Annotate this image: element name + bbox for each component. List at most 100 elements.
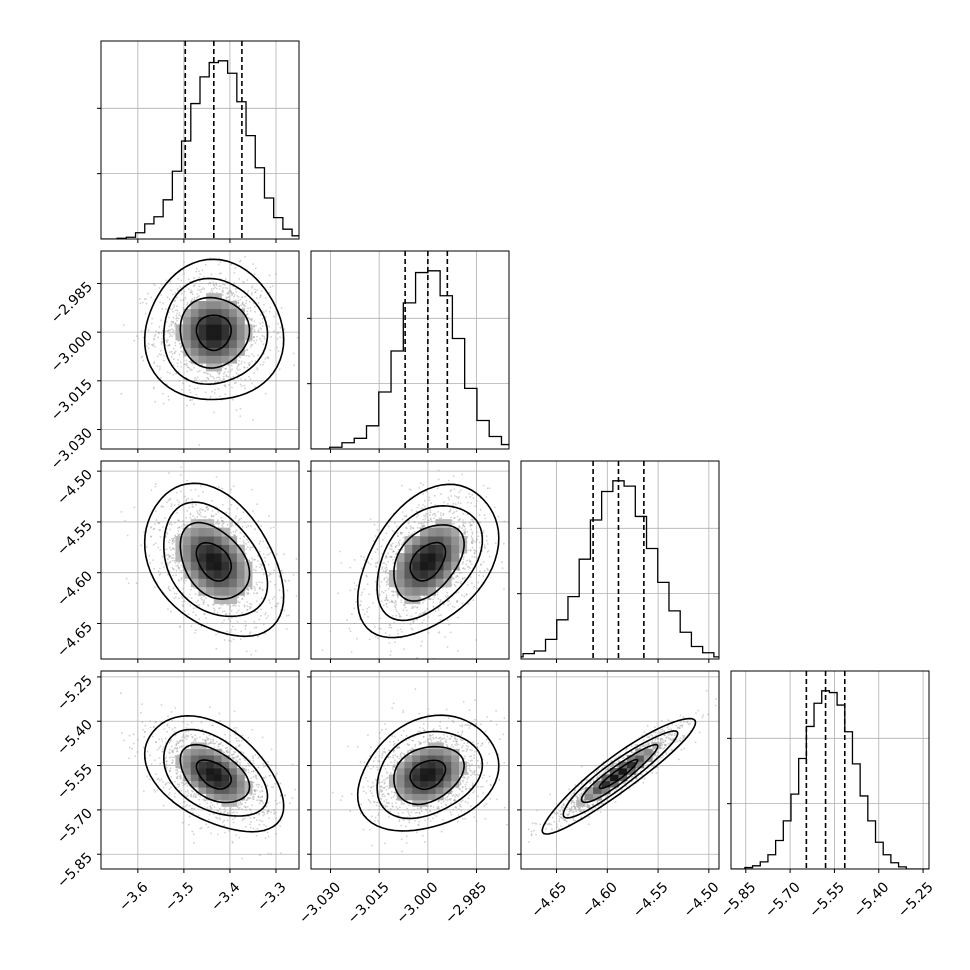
sample-point	[166, 562, 169, 565]
sample-point	[211, 291, 214, 294]
sample-point	[236, 365, 239, 368]
sample-point	[232, 757, 235, 759]
sample-point	[248, 363, 251, 366]
sample-point	[174, 292, 177, 294]
density-cell	[221, 569, 230, 579]
sample-point	[235, 409, 238, 411]
sample-point	[158, 521, 161, 524]
sample-point	[168, 335, 171, 338]
sample-point	[210, 273, 213, 276]
sample-point	[172, 568, 175, 571]
sample-point	[201, 269, 204, 272]
sample-point	[253, 288, 256, 291]
sample-point	[248, 765, 251, 767]
sample-point	[217, 519, 220, 522]
sample-point	[214, 742, 217, 745]
sample-point	[466, 501, 469, 504]
sample-point	[246, 348, 249, 351]
panel-1-0: −3.030−3.015−3.000−2.985	[48, 250, 300, 473]
sample-point	[219, 371, 221, 374]
sample-point	[248, 364, 251, 367]
y-tick-label: −4.60	[54, 568, 96, 610]
sample-point	[378, 585, 381, 588]
density-cell	[229, 553, 238, 562]
sample-point	[259, 337, 261, 340]
sample-point	[247, 525, 250, 527]
sample-point	[469, 576, 472, 578]
sample-point	[205, 617, 207, 620]
density-cell	[213, 339, 222, 349]
sample-point	[356, 637, 358, 640]
sample-point	[251, 319, 253, 322]
sample-point	[168, 298, 171, 301]
sample-point	[189, 604, 192, 607]
sample-point	[221, 503, 224, 506]
density-cell	[435, 561, 444, 571]
sample-point	[446, 619, 449, 621]
sample-point	[273, 315, 275, 318]
sample-point	[434, 504, 437, 506]
sample-point	[376, 561, 379, 564]
sample-point	[169, 589, 172, 592]
sample-point	[426, 608, 429, 610]
sample-point	[415, 510, 418, 513]
sample-point	[380, 628, 382, 630]
sample-point	[384, 570, 387, 573]
sample-point	[197, 599, 199, 602]
sample-point	[178, 526, 180, 528]
sample-point	[400, 601, 403, 604]
sample-point	[418, 614, 420, 617]
sample-point	[154, 485, 157, 488]
sample-point	[248, 300, 251, 303]
sample-point	[261, 811, 264, 813]
sample-point	[186, 404, 188, 407]
density-cell	[404, 561, 413, 571]
sample-point	[456, 649, 459, 652]
sample-point	[196, 387, 199, 390]
panel-0-0	[97, 40, 300, 243]
sample-point	[385, 555, 387, 558]
sample-point	[165, 548, 168, 551]
sample-point	[158, 353, 161, 356]
density-cell	[221, 308, 230, 317]
density-cell	[229, 316, 238, 325]
sample-point	[480, 563, 482, 565]
sample-point	[221, 520, 223, 522]
sample-point	[188, 360, 191, 362]
sample-point	[441, 586, 444, 589]
sample-point	[159, 567, 161, 570]
density-cell	[175, 324, 184, 333]
sample-point	[522, 509, 524, 511]
sample-point	[184, 297, 187, 299]
sample-point	[175, 744, 178, 747]
sample-point	[185, 498, 188, 501]
sample-point	[389, 543, 392, 546]
sample-point	[254, 360, 257, 363]
sample-point	[241, 808, 243, 810]
sample-point	[413, 530, 416, 533]
sample-point	[168, 556, 171, 559]
sample-point	[466, 559, 468, 562]
sample-point	[245, 768, 248, 771]
sample-point	[467, 602, 470, 605]
sample-point	[239, 758, 242, 761]
sample-point	[246, 546, 249, 548]
sample-point	[233, 282, 236, 285]
sample-point	[456, 581, 458, 583]
sample-point	[186, 366, 189, 369]
sample-point	[178, 312, 181, 314]
sample-point	[384, 589, 387, 592]
sample-point	[394, 606, 397, 609]
sample-point	[456, 599, 459, 602]
sample-point	[487, 550, 490, 552]
sample-point	[471, 555, 473, 558]
sample-point	[140, 356, 143, 359]
sample-point	[262, 573, 265, 576]
density-cell	[427, 569, 436, 579]
sample-point	[236, 611, 238, 614]
contour-line	[393, 524, 465, 602]
sample-point	[169, 498, 171, 501]
sample-point	[249, 546, 252, 549]
sample-point	[493, 506, 496, 509]
sample-point	[246, 349, 249, 351]
